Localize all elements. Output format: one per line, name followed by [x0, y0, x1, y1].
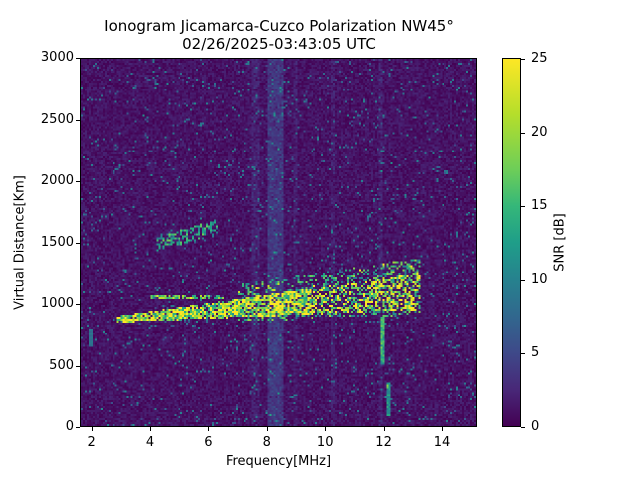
x-tick-mark [150, 427, 152, 431]
x-tick-mark [266, 427, 268, 431]
colorbar-tick-label: 10 [531, 271, 548, 287]
x-tick-mark [325, 427, 327, 431]
colorbar [502, 58, 521, 427]
x-tick-mark [91, 427, 93, 431]
chart-subtitle: 02/26/2025-03:43:05 UTC [182, 35, 376, 53]
x-tick-mark [208, 427, 210, 431]
y-tick-label: 2500 [40, 111, 74, 127]
y-tick-label: 500 [49, 357, 74, 373]
y-tick-mark [76, 365, 80, 367]
colorbar-tick-mark [521, 59, 525, 60]
y-tick-label: 2000 [40, 173, 74, 188]
x-tick-label: 4 [145, 435, 155, 450]
colorbar-label: SNR [dB] [552, 213, 568, 272]
x-axis-label: Frequency[MHz] [225, 454, 332, 469]
colorbar-tick-mark [521, 427, 525, 428]
y-axis-label: Virtual Distance[Km] [12, 175, 28, 310]
colorbar-tick-mark [521, 132, 525, 134]
y-tick-mark [76, 242, 80, 244]
x-tick-mark [441, 427, 443, 431]
colorbar-tick-label: 15 [531, 198, 548, 214]
y-tick-label: 3000 [40, 50, 74, 65]
colorbar-tick-label: 0 [531, 419, 540, 434]
colorbar-tick-label: 20 [531, 124, 548, 140]
heatmap-plot-area [80, 58, 477, 427]
x-tick-label: 6 [204, 435, 213, 450]
y-tick-mark [76, 304, 80, 305]
colorbar-tick-label: 5 [531, 345, 540, 361]
ionogram-heatmap [81, 59, 476, 426]
y-tick-mark [76, 427, 80, 428]
x-tick-label: 8 [262, 435, 271, 450]
y-tick-label: 0 [65, 419, 74, 434]
y-tick-mark [76, 181, 80, 182]
x-tick-label: 14 [433, 435, 451, 450]
y-tick-mark [76, 58, 80, 59]
y-tick-mark [76, 119, 80, 121]
x-tick-mark [383, 427, 385, 431]
x-tick-label: 10 [316, 435, 334, 450]
y-tick-label: 1000 [40, 296, 74, 311]
x-tick-label: 12 [375, 435, 392, 450]
colorbar-tick-mark [521, 206, 525, 208]
y-tick-label: 1500 [40, 234, 74, 250]
colorbar-tick-mark [521, 353, 525, 355]
colorbar-tick-label: 25 [531, 51, 548, 66]
x-tick-label: 2 [87, 435, 96, 450]
colorbar-tick-mark [521, 279, 525, 281]
chart-title: Ionogram Jicamarca-Cuzco Polarization NW… [104, 17, 454, 35]
